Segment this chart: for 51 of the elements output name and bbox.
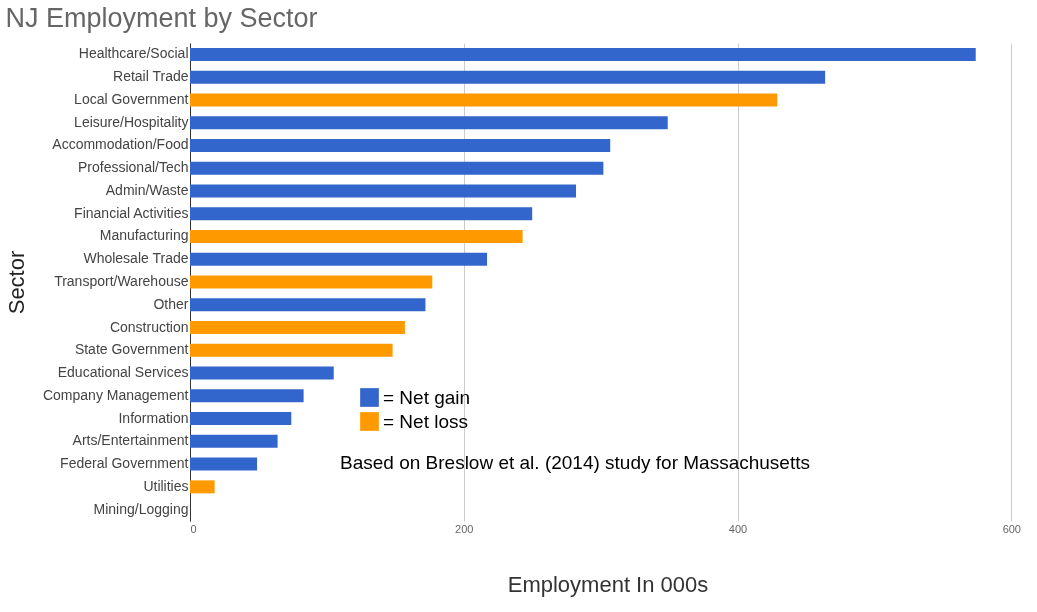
y-tick-label: Utilities xyxy=(143,477,189,494)
bar xyxy=(190,366,334,380)
x-axis-title: Employment In 000s xyxy=(507,571,709,597)
y-tick-label: Admin/Waste xyxy=(105,181,189,198)
y-tick-label: Wholesale Trade xyxy=(83,250,189,267)
bar xyxy=(190,252,488,266)
legend-label: = Net loss xyxy=(383,410,469,432)
y-tick-label: Company Management xyxy=(42,386,189,403)
bar xyxy=(190,298,426,312)
y-tick-label: Mining/Logging xyxy=(93,500,189,517)
y-tick-label: Professional/Tech xyxy=(77,159,189,176)
y-axis-title: Sector xyxy=(3,250,29,315)
y-tick-label: Accommodation/Food xyxy=(52,136,189,153)
bar xyxy=(190,184,577,198)
y-tick-label: Healthcare/Social xyxy=(78,45,189,62)
bar xyxy=(190,275,433,289)
y-tick-label: Local Government xyxy=(74,90,189,107)
bar xyxy=(190,70,826,84)
y-tick-label: Retail Trade xyxy=(113,68,189,85)
x-tick-label: 400 xyxy=(728,522,748,535)
bar xyxy=(190,161,604,175)
y-tick-label: Other xyxy=(153,295,189,312)
bar xyxy=(190,207,533,221)
y-tick-label: State Government xyxy=(74,341,189,358)
bar xyxy=(190,457,258,471)
y-tick-label: Manufacturing xyxy=(99,227,189,244)
bar xyxy=(190,116,668,130)
bar xyxy=(190,434,278,448)
bar xyxy=(190,412,292,426)
bar xyxy=(190,480,215,494)
bar xyxy=(190,389,304,403)
bar xyxy=(190,321,405,335)
x-tick-label: 600 xyxy=(1002,522,1021,535)
bar xyxy=(190,47,976,61)
y-tick-label: Federal Government xyxy=(60,455,189,472)
x-tick-label: 0 xyxy=(190,522,197,535)
y-tick-label: Information xyxy=(118,409,189,426)
bar xyxy=(190,138,611,152)
legend-label: = Net gain xyxy=(383,386,471,408)
y-tick-label: Transport/Warehouse xyxy=(54,273,189,289)
y-tick-label: Arts/Entertainment xyxy=(72,432,189,449)
y-tick-label: Construction xyxy=(109,318,189,335)
y-tick-label: Educational Services xyxy=(57,364,189,381)
y-tick-label: Leisure/Hospitality xyxy=(74,113,189,130)
bar xyxy=(190,343,393,357)
x-tick-label: 200 xyxy=(455,522,474,535)
bar xyxy=(190,93,778,107)
annotation: Based on Breslow et al. (2014) study for Massachusetts xyxy=(340,452,810,473)
chart-title: NJ Employment by Sector xyxy=(5,3,318,33)
bar xyxy=(190,229,523,243)
y-tick-label: Financial Activities xyxy=(74,204,189,221)
